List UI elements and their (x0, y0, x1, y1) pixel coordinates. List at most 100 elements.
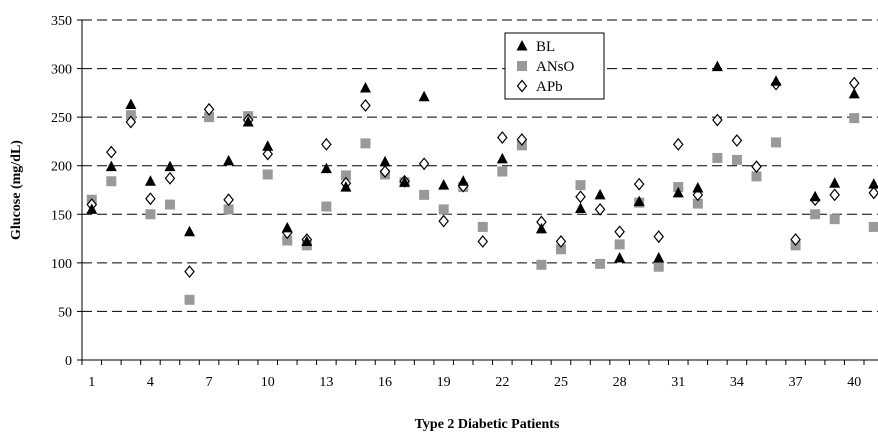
point-bl-3 (125, 98, 137, 110)
point-bl-17 (399, 176, 411, 187)
point-apb-13 (321, 137, 332, 151)
y-tick-label: 350 (51, 14, 72, 29)
point-anso-26 (575, 180, 586, 191)
point-bl-16 (379, 155, 391, 167)
x-tick-label: 1 (88, 375, 95, 390)
legend-label-anso: ANsO (536, 59, 575, 75)
point-bl-31 (672, 186, 684, 198)
point-bl-22 (496, 152, 508, 164)
y-tick-label: 0 (65, 354, 72, 369)
point-bl-12 (301, 235, 313, 246)
point-anso-10 (262, 169, 273, 180)
y-axis-title: Glucose (mg/dL) (9, 140, 24, 240)
x-tick-label: 7 (206, 375, 213, 390)
point-anso-21 (477, 221, 488, 232)
point-bl-38 (809, 190, 821, 202)
point-bl-6 (184, 225, 196, 237)
y-tick-label: 50 (58, 305, 72, 320)
point-apb-8 (223, 193, 234, 207)
point-bl-28 (614, 252, 626, 263)
point-anso-25 (555, 244, 566, 255)
point-bl-18 (418, 90, 430, 102)
point-apb-4 (145, 192, 156, 206)
x-tick-label: 40 (847, 375, 861, 390)
x-tick-label: 13 (319, 375, 333, 390)
point-anso-24 (536, 259, 547, 270)
legend-marker-anso (517, 61, 527, 71)
point-anso-3 (125, 110, 136, 121)
x-tick-labels: 1 4 7 10 13 16 19 22 25 28 31 34 37 40 (81, 360, 865, 390)
point-anso-5 (164, 199, 175, 210)
point-anso-14 (340, 170, 351, 181)
point-bl-11 (281, 221, 293, 233)
x-axis-title: Type 2 Diabetic Patients (415, 417, 560, 432)
point-bl-32 (692, 182, 704, 193)
point-apb-28 (614, 225, 625, 239)
point-bl-2 (105, 160, 117, 172)
y-tick-labels: 0 50 100 150 200 250 300 350 (51, 14, 82, 369)
y-tick-label: 150 (51, 208, 72, 223)
point-apb-41 (868, 186, 878, 200)
data-points (86, 60, 878, 305)
point-apb-16 (379, 165, 391, 178)
point-apb-29 (633, 177, 645, 191)
point-anso-35 (751, 171, 762, 182)
point-anso-41 (868, 221, 878, 232)
point-apb-6 (184, 265, 195, 279)
point-apb-15 (360, 99, 371, 112)
x-tick-label: 31 (671, 375, 685, 390)
point-bl-8 (223, 154, 235, 166)
point-bl-33 (711, 60, 723, 72)
point-anso-38 (810, 209, 821, 220)
point-apb-23 (516, 133, 528, 146)
gridlines (82, 19, 878, 312)
point-anso-30 (653, 261, 664, 272)
point-apb-30 (653, 230, 665, 244)
point-apb-33 (712, 113, 723, 127)
y-tick-label: 250 (51, 111, 72, 126)
x-tick-label: 10 (261, 375, 275, 390)
point-apb-26 (575, 190, 586, 204)
point-apb-31 (672, 137, 684, 151)
point-bl-9 (242, 116, 254, 127)
point-anso-33 (712, 152, 723, 163)
point-bl-1 (86, 203, 98, 214)
point-apb-37 (790, 233, 801, 246)
point-anso-2 (106, 176, 117, 187)
point-apb-7 (203, 102, 215, 116)
x-tick-label: 28 (613, 375, 627, 390)
point-anso-32 (692, 198, 703, 209)
y-tick-label: 200 (51, 160, 72, 175)
point-anso-39 (829, 214, 840, 225)
x-tick-label: 19 (437, 375, 451, 390)
point-bl-36 (770, 75, 782, 86)
point-bl-27 (594, 188, 606, 200)
point-anso-19 (438, 204, 449, 215)
x-tick-label: 4 (147, 375, 154, 390)
point-bl-19 (438, 179, 450, 190)
x-tick-label: 22 (495, 375, 509, 390)
legend-marker-bl (516, 40, 528, 51)
x-tick-label: 34 (730, 375, 744, 390)
point-bl-39 (829, 177, 841, 188)
point-apb-2 (106, 145, 117, 159)
point-bl-40 (848, 87, 860, 99)
axes (81, 20, 878, 361)
point-apb-27 (594, 202, 606, 216)
point-bl-15 (359, 82, 371, 93)
point-bl-13 (320, 162, 332, 174)
point-bl-10 (262, 140, 274, 151)
point-anso-28 (614, 239, 625, 250)
point-anso-13 (321, 201, 332, 212)
point-anso-36 (771, 137, 782, 148)
point-apb-18 (418, 157, 430, 171)
point-anso-7 (204, 112, 215, 123)
point-apb-22 (497, 131, 508, 144)
point-anso-15 (360, 138, 371, 149)
point-anso-6 (184, 294, 195, 305)
point-anso-11 (282, 235, 293, 246)
legend-marker-apb (516, 79, 528, 93)
x-tick-label: 16 (378, 375, 392, 390)
point-apb-35 (751, 160, 762, 174)
